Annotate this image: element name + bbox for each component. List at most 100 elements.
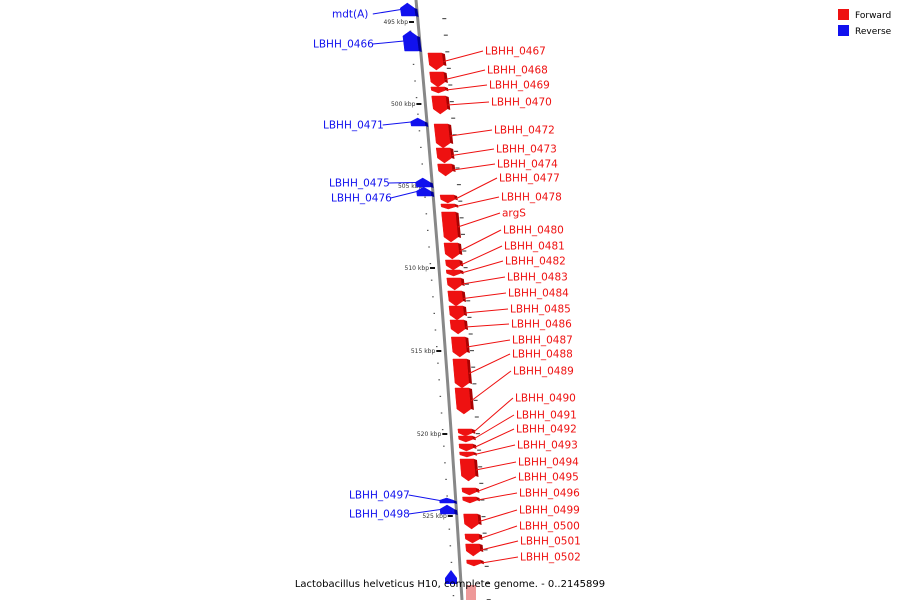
gene-lbhh-0480[interactable]: LBHH_0480 xyxy=(443,225,564,260)
gene-label[interactable]: LBHH_0500 xyxy=(519,521,580,533)
gene-lbhh-0494[interactable]: LBHH_0494 xyxy=(459,457,579,482)
gene-arrow[interactable] xyxy=(463,513,479,530)
gene-lbhh-0469[interactable]: LBHH_0469 xyxy=(430,80,550,94)
gene-label[interactable]: LBHH_0474 xyxy=(497,159,558,171)
gene-arrow[interactable] xyxy=(449,319,466,335)
gene-lbhh-0483[interactable]: LBHH_0483 xyxy=(446,272,568,291)
gene-lbhh-0492[interactable]: LBHH_0492 xyxy=(458,424,577,452)
gene-arrow[interactable] xyxy=(437,163,453,177)
gene-label[interactable]: LBHH_0471 xyxy=(323,120,384,132)
gene-label[interactable]: LBHH_0488 xyxy=(512,349,573,361)
gene-lbhh-0500[interactable]: LBHH_0500 xyxy=(464,521,580,544)
gene-label[interactable]: LBHH_0466 xyxy=(313,39,374,51)
gene-label[interactable]: LBHH_0484 xyxy=(508,288,569,300)
gene-label[interactable]: LBHH_0495 xyxy=(518,472,579,484)
gene-lbhh-0485[interactable]: LBHH_0485 xyxy=(448,304,571,321)
gene-lbhh-0478[interactable]: LBHH_0478 xyxy=(440,192,562,210)
gene-label[interactable]: LBHH_0483 xyxy=(507,272,568,284)
gene-label[interactable]: LBHH_0491 xyxy=(516,410,577,422)
gene-arrow[interactable] xyxy=(447,290,464,307)
gene-arrow[interactable] xyxy=(429,71,446,88)
gene-lbhh-0474[interactable]: LBHH_0474 xyxy=(437,159,559,177)
gene-arrow[interactable] xyxy=(446,277,462,291)
gene-label[interactable]: argS xyxy=(502,208,526,220)
gene-label[interactable]: LBHH_0472 xyxy=(494,125,555,137)
gene-label[interactable]: LBHH_0493 xyxy=(517,440,578,452)
gene-lbhh-0468[interactable]: LBHH_0468 xyxy=(429,65,548,88)
gene-arrow[interactable] xyxy=(439,504,455,515)
gene-label[interactable]: LBHH_0497 xyxy=(349,490,410,502)
gene-lbhh-0486[interactable]: LBHH_0486 xyxy=(449,319,572,335)
gene-arrow[interactable] xyxy=(461,487,477,496)
gene-mdt-a-[interactable]: mdt(A) xyxy=(332,2,419,21)
gene-lbhh-0496[interactable]: LBHH_0496 xyxy=(462,488,581,504)
gene-lbhh-0491[interactable]: LBHH_0491 xyxy=(458,410,577,443)
gene-arrow[interactable] xyxy=(445,269,461,277)
gene-label[interactable]: LBHH_0470 xyxy=(491,97,552,109)
gene-lbhh-0501[interactable]: LBHH_0501 xyxy=(465,536,581,557)
gene-arrow[interactable] xyxy=(416,186,432,197)
gene-label[interactable]: mdt(A) xyxy=(332,9,368,21)
gene-label[interactable]: LBHH_0469 xyxy=(489,80,550,92)
gene-arrow[interactable] xyxy=(431,95,448,115)
gene-lbhh-0481[interactable]: LBHH_0481 xyxy=(445,241,565,271)
gene-lbhh-0488[interactable]: LBHH_0488 xyxy=(452,349,573,389)
gene-arrow[interactable] xyxy=(462,496,478,504)
gene-arrow[interactable] xyxy=(458,435,474,443)
gene-arrow[interactable] xyxy=(433,123,451,149)
gene-arrow[interactable] xyxy=(430,86,446,94)
gene-arrow[interactable] xyxy=(441,211,459,243)
gene-arrow[interactable] xyxy=(451,336,468,358)
gene-lbhh-0490[interactable]: LBHH_0490 xyxy=(457,393,576,437)
gene-lbhh-0473[interactable]: LBHH_0473 xyxy=(435,144,557,164)
gene-lbhh-0499[interactable]: LBHH_0499 xyxy=(463,505,580,530)
gene-lbhh-0475[interactable]: LBHH_0475 xyxy=(329,178,434,190)
gene-label[interactable]: LBHH_0481 xyxy=(504,241,565,253)
gene-arrow[interactable] xyxy=(458,443,474,452)
gene-lbhh-0484[interactable]: LBHH_0484 xyxy=(447,288,569,307)
gene-arrow[interactable] xyxy=(448,305,465,321)
gene-label[interactable]: LBHH_0478 xyxy=(501,192,562,204)
gene-lbhh-0487[interactable]: LBHH_0487 xyxy=(451,335,573,358)
gene-arrow[interactable] xyxy=(445,259,461,271)
gene-label[interactable]: LBHH_0501 xyxy=(520,536,581,548)
gene-label[interactable]: LBHH_0467 xyxy=(485,46,546,58)
gene-label[interactable]: LBHH_0482 xyxy=(505,256,566,268)
gene-arrow[interactable] xyxy=(464,533,480,544)
gene-label[interactable]: LBHH_0477 xyxy=(499,173,560,185)
gene-label[interactable]: LBHH_0487 xyxy=(512,335,573,347)
gene-label[interactable]: LBHH_0485 xyxy=(510,304,571,316)
gene-arrow[interactable] xyxy=(459,458,476,482)
gene-lbhh-0497[interactable]: LBHH_0497 xyxy=(349,490,457,505)
gene-arrow[interactable] xyxy=(443,242,460,260)
gene-arrow[interactable] xyxy=(466,559,482,567)
gene-arrow[interactable] xyxy=(459,451,475,458)
gene-arrow[interactable] xyxy=(402,30,419,52)
gene-arrow[interactable] xyxy=(400,2,416,17)
gene-arrow[interactable] xyxy=(410,117,426,127)
gene-args[interactable]: argS xyxy=(441,208,527,243)
gene-label[interactable]: LBHH_0490 xyxy=(515,393,576,405)
gene-lbhh-0477[interactable]: LBHH_0477 xyxy=(439,173,560,204)
gene-lbhh-0493[interactable]: LBHH_0493 xyxy=(459,440,578,458)
gene-arrow[interactable] xyxy=(439,194,456,204)
gene-lbhh-0498[interactable]: LBHH_0498 xyxy=(349,504,458,521)
gene-lbhh-0476[interactable]: LBHH_0476 xyxy=(331,186,435,205)
gene-lbhh-0467[interactable]: LBHH_0467 xyxy=(427,46,546,71)
gene-label[interactable]: LBHH_0494 xyxy=(518,457,579,469)
gene-arrow[interactable] xyxy=(454,387,472,415)
gene-arrow[interactable] xyxy=(439,497,455,504)
gene-arrow[interactable] xyxy=(415,177,431,188)
gene-label[interactable]: LBHH_0496 xyxy=(519,488,580,500)
gene-lbhh-0471[interactable]: LBHH_0471 xyxy=(323,117,429,132)
gene-arrow[interactable] xyxy=(457,428,473,437)
gene-arrow[interactable] xyxy=(427,52,444,71)
gene-arrow[interactable] xyxy=(440,203,456,210)
gene-label[interactable]: LBHH_0502 xyxy=(520,552,581,564)
gene-label[interactable]: LBHH_0473 xyxy=(496,144,557,156)
gene-label[interactable]: LBHH_0480 xyxy=(503,225,564,237)
gene-lbhh-0489[interactable]: LBHH_0489 xyxy=(454,366,574,415)
gene-label[interactable]: LBHH_0476 xyxy=(331,193,392,205)
gene-arrow[interactable] xyxy=(465,543,481,557)
gene-lbhh-0495[interactable]: LBHH_0495 xyxy=(461,472,579,496)
